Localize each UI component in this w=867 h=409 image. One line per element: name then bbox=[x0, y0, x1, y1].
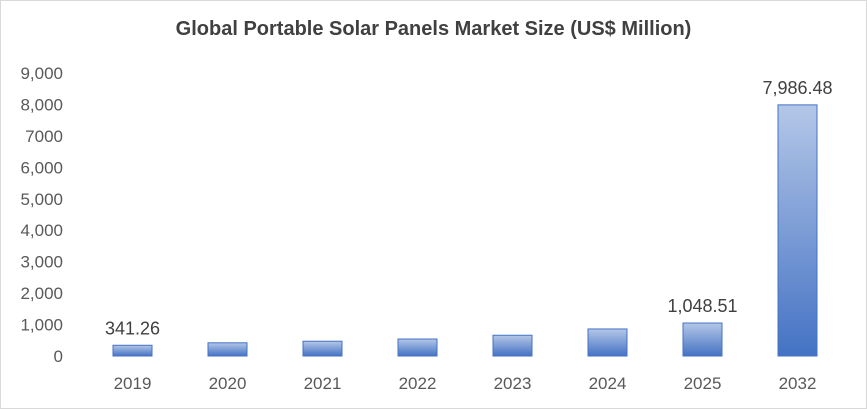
bar-2020 bbox=[207, 342, 248, 357]
bar-2021 bbox=[302, 340, 343, 357]
bar-2024 bbox=[587, 328, 628, 357]
x-tick-label: 2022 bbox=[399, 374, 437, 393]
data-label-2025: 1,048.51 bbox=[667, 296, 737, 316]
x-tick-label: 2032 bbox=[779, 374, 817, 393]
x-tick-label: 2023 bbox=[494, 374, 532, 393]
x-tick-label: 2021 bbox=[304, 374, 342, 393]
y-tick-label: 5,000 bbox=[20, 190, 63, 209]
x-axis-ticks: 2019 2020 2021 2022 2023 2024 2025 2032 bbox=[114, 374, 817, 393]
x-tick-label: 2019 bbox=[114, 374, 152, 393]
bar-2019 bbox=[112, 344, 153, 357]
bar-2022 bbox=[397, 338, 438, 357]
y-tick-label: 6,000 bbox=[20, 158, 63, 177]
y-axis-ticks: 0 1,000 2,000 3,000 4,000 5,000 6,000 7000 8,000… bbox=[20, 64, 63, 366]
x-tick-label: 2025 bbox=[684, 374, 722, 393]
bar-2025 bbox=[682, 322, 723, 357]
chart-title: Global Portable Solar Panels Market Size… bbox=[175, 18, 692, 40]
data-label-2019: 341.26 bbox=[105, 318, 160, 338]
y-tick-label: 9,000 bbox=[20, 64, 63, 83]
y-tick-label: 2,000 bbox=[20, 284, 63, 303]
bar-2023 bbox=[492, 334, 533, 357]
x-tick-label: 2024 bbox=[589, 374, 627, 393]
data-label-2032: 7,986.48 bbox=[762, 78, 832, 98]
data-labels: 341.26 1,048.51 7,986.48 bbox=[105, 78, 833, 338]
y-tick-label: 1,000 bbox=[20, 316, 63, 335]
bar-2032 bbox=[777, 104, 818, 357]
y-tick-label: 8,000 bbox=[20, 95, 63, 114]
y-tick-label: 0 bbox=[54, 347, 63, 366]
y-tick-label: 3,000 bbox=[20, 253, 63, 272]
y-tick-label: 4,000 bbox=[20, 221, 63, 240]
y-tick-label: 7000 bbox=[25, 127, 63, 146]
x-tick-label: 2020 bbox=[209, 374, 247, 393]
bars bbox=[112, 104, 818, 357]
